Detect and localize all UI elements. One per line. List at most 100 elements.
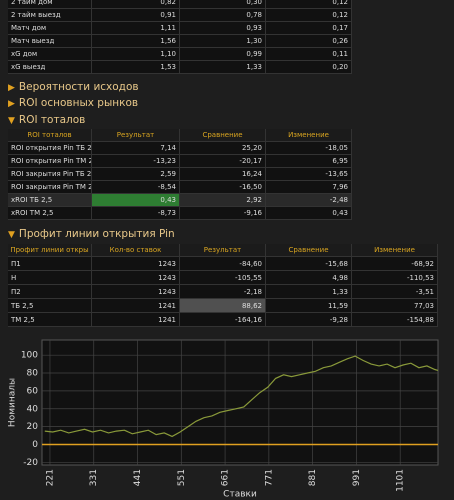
cell: 0,43	[266, 207, 352, 220]
profit-table: Профит линии откры Кол-во ставок Результат…	[8, 244, 438, 327]
chart: 100 80 60 40 20 0 -20 221 331 441 551 661 771 881 991 1…	[8, 339, 439, 500]
cell: -15,68	[266, 257, 352, 271]
cell: -13,23	[92, 155, 180, 168]
section-header[interactable]: ▼ ROI тоталов	[8, 114, 85, 126]
row-label: xROI ТБ 2,5	[8, 194, 92, 207]
header-cell: Кол-во ставок	[92, 244, 180, 257]
cell: -2,18	[180, 285, 266, 299]
row-label: 2 тайм дом	[8, 0, 92, 9]
expand-icon[interactable]: ▶	[8, 83, 15, 93]
row-label: Матч выезд	[8, 35, 92, 48]
cell: -84,60	[180, 257, 266, 271]
y-axis-label: Номиналы	[8, 378, 18, 427]
cell: -110,53	[352, 271, 438, 285]
cell: -68,92	[352, 257, 438, 271]
cell: 1,56	[92, 35, 180, 48]
header-cell: Изменение	[266, 129, 352, 142]
header-cell: Изменение	[352, 244, 438, 257]
cell: -9,28	[266, 313, 352, 327]
roi-table: ROI тоталов Результат Сравнение Изменение RO…	[8, 129, 352, 220]
x-tick-label: 551	[177, 469, 187, 486]
cell: -9,16	[180, 207, 266, 220]
cell: -154,88	[352, 313, 438, 327]
expand-icon[interactable]: ▼	[8, 230, 15, 240]
cell: -18,05	[266, 142, 352, 155]
data-line	[44, 355, 439, 438]
cell: 0,20	[266, 61, 352, 74]
header-cell: Сравнение	[180, 129, 266, 142]
header-cell: ROI тоталов	[8, 129, 92, 142]
y-tick-label: 40	[27, 404, 39, 414]
section-header[interactable]: ▶ ROI основных рынков	[8, 97, 138, 109]
x-tick-label: 881	[308, 469, 318, 486]
cell: 0,82	[92, 0, 180, 9]
row-label: 2 тайм выезд	[8, 9, 92, 22]
header-cell: Результат	[180, 244, 266, 257]
cell: 1243	[92, 271, 180, 285]
cell: -13,65	[266, 168, 352, 181]
x-tick-label: 661	[221, 469, 231, 486]
section-title: Вероятности исходов	[18, 81, 139, 93]
row-label: П1	[8, 257, 92, 271]
cell: -20,17	[180, 155, 266, 168]
cell: -164,16	[180, 313, 266, 327]
y-tick-label: 0	[32, 440, 38, 450]
cell: 1,30	[180, 35, 266, 48]
row-label: П2	[8, 285, 92, 299]
cell: -105,55	[180, 271, 266, 285]
cell: 0,43	[92, 194, 180, 207]
cell: 1,53	[92, 61, 180, 74]
row-label: xROI ТМ 2,5	[8, 207, 92, 220]
cell: 4,98	[266, 271, 352, 285]
cell: 11,59	[266, 299, 352, 313]
cell: 16,24	[180, 168, 266, 181]
expand-icon[interactable]: ▶	[8, 99, 15, 109]
x-tick-label: 331	[89, 469, 99, 486]
cell: -3,51	[352, 285, 438, 299]
y-tick-label: 100	[21, 351, 38, 361]
y-tick-label: 20	[27, 422, 39, 432]
y-tick-label: 80	[27, 369, 39, 379]
row-label: ROI открытия Pin ТМ 2,5	[8, 155, 92, 168]
cell: 7,96	[266, 181, 352, 194]
cell: 0,11	[266, 48, 352, 61]
cell: 25,20	[180, 142, 266, 155]
section-title: ROI основных рынков	[18, 97, 139, 109]
y-tick-label: -20	[23, 458, 38, 468]
section-title: Профит линии открытия Pin	[18, 228, 175, 240]
cell: 1,11	[92, 22, 180, 35]
x-tick-label: 441	[133, 469, 143, 486]
cell: 0,30	[180, 0, 266, 9]
header-cell: Профит линии откры	[8, 244, 92, 257]
x-tick-label: 771	[264, 469, 274, 486]
cell: 7,14	[92, 142, 180, 155]
plot-area	[41, 339, 439, 466]
cell: 2,59	[92, 168, 180, 181]
cell: 2,92	[180, 194, 266, 207]
cell: 77,03	[352, 299, 438, 313]
cell: 88,62	[180, 299, 266, 313]
x-tick-label: 1101	[396, 469, 406, 492]
cell: 1243	[92, 257, 180, 271]
summary-table: 2 тайм дом 0,82 0,30 0,12 2 тайм выезд 0,91 0,…	[8, 0, 352, 74]
section-header[interactable]: ▼ Профит линии открытия Pin	[8, 228, 175, 240]
row-label: Н	[8, 271, 92, 285]
x-tick-label: 221	[45, 469, 55, 486]
cell: 0,99	[180, 48, 266, 61]
row-label: Матч дом	[8, 22, 92, 35]
cell: -8,54	[92, 181, 180, 194]
header-cell: Результат	[92, 129, 180, 142]
row-label: ТБ 2,5	[8, 299, 92, 313]
cell: -16,50	[180, 181, 266, 194]
cell: 1,33	[266, 285, 352, 299]
expand-icon[interactable]: ▼	[8, 116, 15, 126]
row-label: xG дом	[8, 48, 92, 61]
row-label: xG выезд	[8, 61, 92, 74]
row-label: ROI открытия Pin ТБ 2,5	[8, 142, 92, 155]
row-label: ROI закрытия Pin ТМ 2,5	[8, 181, 92, 194]
cell: 0,12	[266, 9, 352, 22]
y-tick-label: 60	[27, 386, 39, 396]
section-header[interactable]: ▶ Вероятности исходов	[8, 81, 139, 93]
cell: 0,26	[266, 35, 352, 48]
